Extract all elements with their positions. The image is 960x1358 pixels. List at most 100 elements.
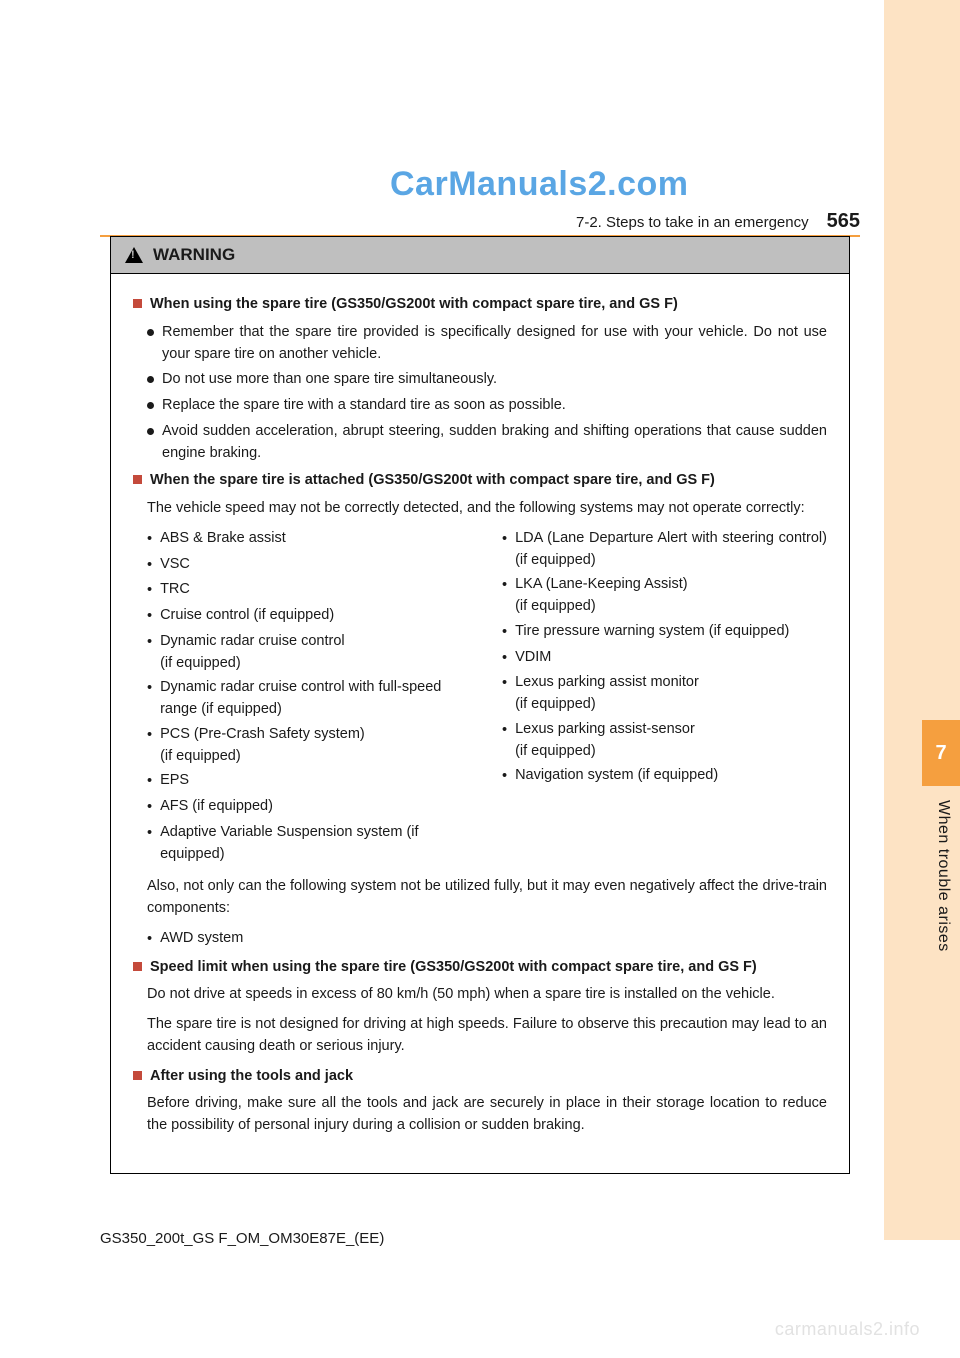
section-heading-text: When the spare tire is attached (GS350/G…	[150, 470, 715, 492]
disc-icon	[147, 402, 154, 409]
dot-text: VSC	[160, 554, 472, 576]
section-heading-text: After using the tools and jack	[150, 1066, 353, 1088]
dot-icon: •	[502, 673, 507, 695]
bullet-text: Replace the spare tire with a standard t…	[162, 395, 566, 417]
dot-icon: •	[147, 606, 152, 628]
page-number: 565	[827, 210, 860, 233]
disc-icon	[147, 329, 154, 336]
section-heading: Speed limit when using the spare tire (G…	[133, 957, 827, 979]
breadcrumb: 7-2. Steps to take in an emergency	[576, 214, 809, 231]
paragraph: Before driving, make sure all the tools …	[147, 1093, 827, 1137]
dot-item: • Dynamic radar cruise control with full-…	[147, 677, 472, 721]
section-heading: When using the spare tire (GS350/GS200t …	[133, 294, 827, 316]
dot-text: Lexus parking assist-sensor(if equipped)	[515, 719, 827, 763]
watermark-top: CarManuals2.com	[390, 165, 689, 204]
feature-col-left: • ABS & Brake assist • VSC • TRC •Cruise contr…	[147, 528, 472, 869]
dot-icon: •	[147, 929, 152, 951]
watermark-bottom: carmanuals2.info	[775, 1319, 920, 1340]
dot-item: • Dynamic radar cruise control(if equippe…	[147, 631, 472, 675]
dot-text: LDA (Lane Departure Alert with steering …	[515, 528, 827, 572]
dot-icon: •	[502, 648, 507, 670]
warning-box: WARNING When using the spare tire (GS350…	[110, 236, 850, 1174]
dot-icon: •	[502, 529, 507, 551]
dot-icon: •	[502, 766, 507, 788]
chapter-number: 7	[935, 742, 946, 765]
dot-item: • LDA (Lane Departure Alert with steering…	[502, 528, 827, 572]
dot-text: Tire pressure warning system (if equippe…	[515, 621, 827, 643]
dot-item: • Lexus parking assist-sensor(if equipped…	[502, 719, 827, 763]
bullet-item: Replace the spare tire with a standard t…	[147, 395, 827, 417]
dot-item: • Adaptive Variable Suspension system (if…	[147, 822, 472, 866]
dot-text: AWD system	[160, 928, 827, 950]
paragraph: The spare tire is not designed for drivi…	[147, 1014, 827, 1058]
dot-item: • AFS (if equipped)	[147, 796, 472, 819]
dot-item: • EPS	[147, 770, 472, 793]
section-heading: After using the tools and jack	[133, 1066, 827, 1088]
dot-item: • PCS (Pre-Crash Safety system)(if equipp…	[147, 724, 472, 768]
paragraph: The vehicle speed may not be correctly d…	[147, 498, 827, 520]
dot-icon: •	[147, 678, 152, 700]
dot-text: LKA (Lane-Keeping Assist)(if equipped)	[515, 574, 827, 618]
page-header: 7-2. Steps to take in an emergency 565	[100, 210, 860, 237]
dot-icon: •	[147, 771, 152, 793]
dot-text: Adaptive Variable Suspension system (if …	[160, 822, 472, 866]
feature-columns: • ABS & Brake assist • VSC • TRC •Cruise contr…	[147, 528, 827, 869]
square-marker-icon	[133, 475, 142, 484]
dot-item: • VDIM	[502, 647, 827, 670]
section-heading: When the spare tire is attached (GS350/G…	[133, 470, 827, 492]
manual-page: 7 When trouble arises CarManuals2.com 7-…	[0, 0, 960, 1358]
dot-item: • Lexus parking assist monitor(if equippe…	[502, 672, 827, 716]
square-marker-icon	[133, 962, 142, 971]
dot-item: • TRC	[147, 579, 472, 602]
dot-icon: •	[147, 555, 152, 577]
bullet-item: Remember that the spare tire provided is…	[147, 322, 827, 366]
warning-title-text: WARNING	[153, 245, 235, 265]
chapter-sidebar: 7 When trouble arises	[884, 0, 960, 1240]
dot-text: VDIM	[515, 647, 827, 669]
dot-icon: •	[502, 575, 507, 597]
dot-icon: •	[147, 725, 152, 747]
warning-icon	[125, 247, 143, 263]
dot-text: ABS & Brake assist	[160, 528, 472, 550]
square-marker-icon	[133, 1071, 142, 1080]
dot-item: • Navigation system (if equipped)	[502, 765, 827, 788]
bullet-text: Avoid sudden acceleration, abrupt steeri…	[162, 421, 827, 465]
dot-icon: •	[147, 580, 152, 602]
dot-text: PCS (Pre-Crash Safety system)(if equippe…	[160, 724, 472, 768]
chapter-label: When trouble arises	[934, 800, 952, 952]
feature-col-right: • LDA (Lane Departure Alert with steering…	[502, 528, 827, 869]
dot-item: • ABS & Brake assist	[147, 528, 472, 551]
square-marker-icon	[133, 299, 142, 308]
dot-text: Dynamic radar cruise control(if equipped…	[160, 631, 472, 675]
footer-code: GS350_200t_GS F_OM_OM30E87E_(EE)	[100, 1230, 384, 1247]
section-heading-text: Speed limit when using the spare tire (G…	[150, 957, 757, 979]
dot-text: AFS (if equipped)	[160, 796, 472, 818]
disc-icon	[147, 376, 154, 383]
dot-item: • AWD system	[147, 928, 827, 951]
dot-item: • VSC	[147, 554, 472, 577]
warning-body: When using the spare tire (GS350/GS200t …	[111, 274, 849, 1173]
paragraph: Also, not only can the following system …	[147, 876, 827, 920]
dot-text: TRC	[160, 579, 472, 601]
dot-item: •Cruise control (if equipped)	[147, 605, 472, 628]
dot-icon: •	[147, 529, 152, 551]
bullet-text: Remember that the spare tire provided is…	[162, 322, 827, 366]
dot-icon: •	[147, 823, 152, 845]
dot-icon: •	[502, 720, 507, 742]
dot-text: Dynamic radar cruise control with full-s…	[160, 677, 472, 721]
dot-item: • Tire pressure warning system (if equipp…	[502, 621, 827, 644]
dot-icon: •	[147, 797, 152, 819]
paragraph: Do not drive at speeds in excess of 80 k…	[147, 984, 827, 1006]
warning-title-bar: WARNING	[111, 237, 849, 274]
bullet-item: Avoid sudden acceleration, abrupt steeri…	[147, 421, 827, 465]
bullet-text: Do not use more than one spare tire simu…	[162, 369, 497, 391]
dot-text: Navigation system (if equipped)	[515, 765, 827, 787]
dot-icon: •	[502, 622, 507, 644]
dot-text: EPS	[160, 770, 472, 792]
section-heading-text: When using the spare tire (GS350/GS200t …	[150, 294, 678, 316]
dot-icon: •	[147, 632, 152, 654]
chapter-tab: 7	[922, 720, 960, 786]
dot-item: • LKA (Lane-Keeping Assist)(if equipped)	[502, 574, 827, 618]
bullet-item: Do not use more than one spare tire simu…	[147, 369, 827, 391]
dot-text: Lexus parking assist monitor(if equipped…	[515, 672, 827, 716]
